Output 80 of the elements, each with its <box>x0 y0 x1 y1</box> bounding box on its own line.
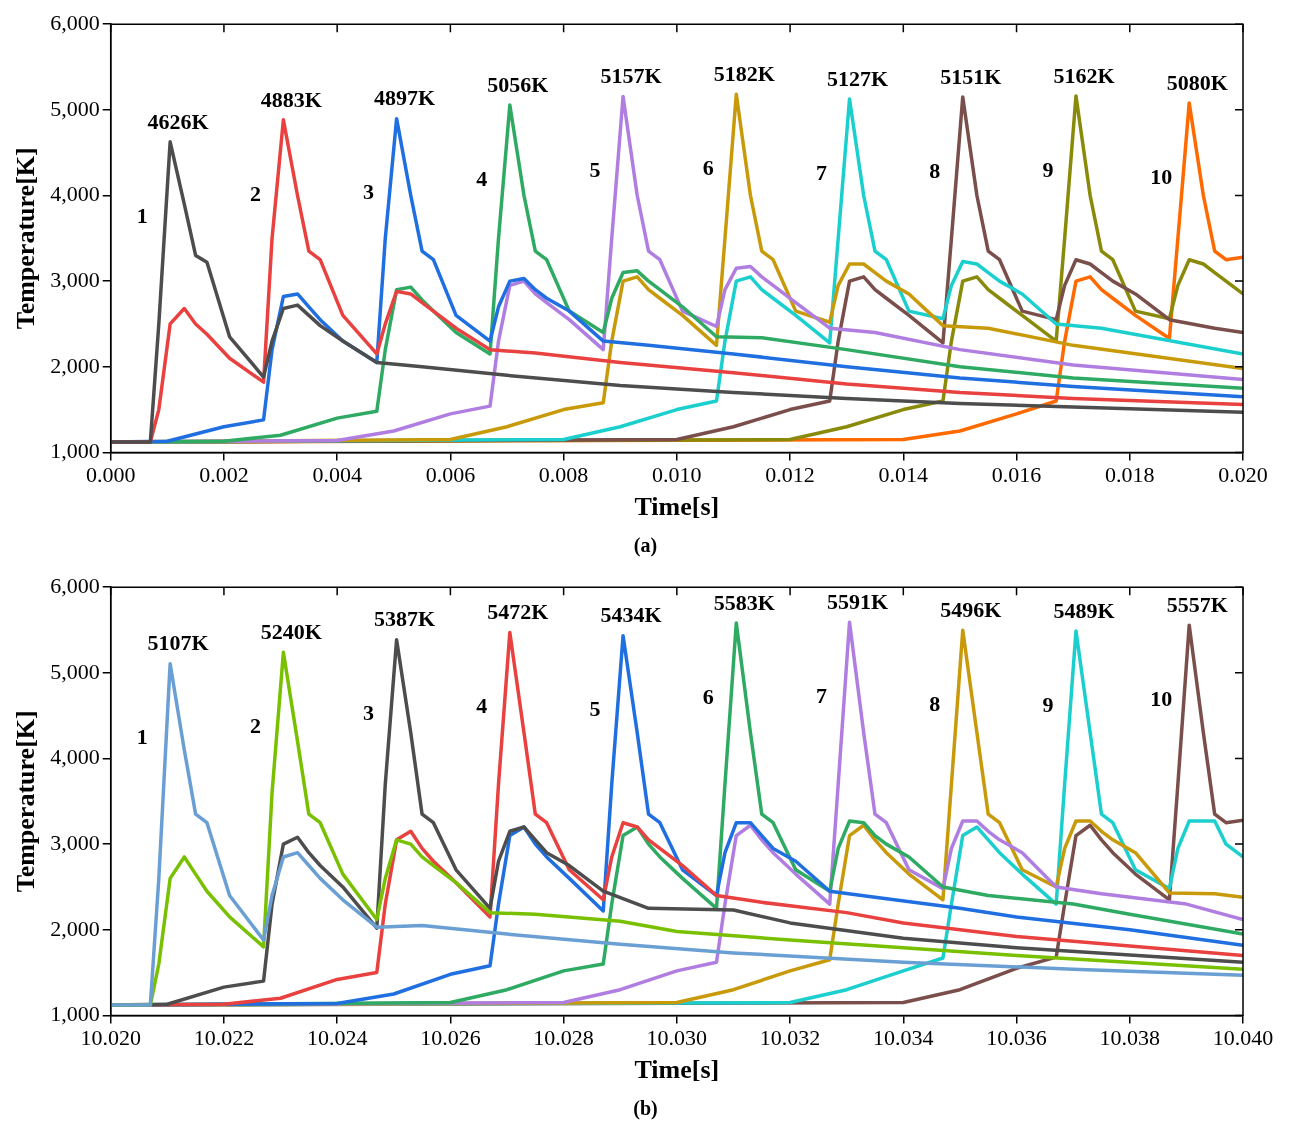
x-tick-label: 10.022 <box>193 1025 255 1051</box>
x-tick-label: 10.026 <box>420 1025 481 1051</box>
x-tick-label: 10.040 <box>1212 1025 1274 1051</box>
annotation: 5434K <box>600 602 662 628</box>
text: (a) <box>632 534 659 557</box>
annotation: 5583K <box>713 589 775 615</box>
series-label: 4 <box>476 693 488 719</box>
y-tick-label: 4,000 <box>50 181 100 207</box>
series-label: 8 <box>929 157 941 183</box>
annotation: 5557K <box>1166 591 1228 617</box>
x-tick-label: 0.002 <box>199 462 249 488</box>
series-label: 7 <box>816 159 828 185</box>
x-tick-label: 0.004 <box>312 462 362 488</box>
annotation: 5472K <box>487 599 549 625</box>
series-label: 5 <box>589 696 601 722</box>
y-tick-label: 1,000 <box>50 1001 100 1027</box>
annotation: 5591K <box>826 588 889 614</box>
x-tick-label: 0.006 <box>425 462 476 488</box>
annotation: 5496K <box>940 597 1002 623</box>
text: (b) <box>632 1097 659 1120</box>
x-tick-label: 10.034 <box>873 1025 934 1051</box>
series-label: 2 <box>249 712 261 738</box>
annotation: 5127K <box>826 65 889 91</box>
annotation: 5080K <box>1166 69 1228 95</box>
annotation: 5107K <box>147 630 209 656</box>
annotation: 4626K <box>147 108 209 134</box>
x-tick-label: 10.030 <box>646 1025 708 1051</box>
annotation: 5387K <box>374 606 436 632</box>
series-label: 4 <box>476 165 488 191</box>
series-label: 10 <box>1150 163 1173 189</box>
annotation: 5489K <box>1053 597 1115 623</box>
y-axis-title: Temperature[K] <box>11 147 41 330</box>
series-label: 1 <box>136 202 148 228</box>
x-tick-label: 10.020 <box>80 1025 141 1051</box>
y-tick-label: 3,000 <box>50 266 100 292</box>
y-tick-label: 5,000 <box>50 95 100 121</box>
x-tick-label: 10.036 <box>986 1025 1047 1051</box>
series-label: 8 <box>929 691 941 717</box>
annotation: 5056K <box>487 71 549 97</box>
x-tick-label: 0.016 <box>991 462 1042 488</box>
y-tick-label: 2,000 <box>50 352 100 378</box>
annotation: 4897K <box>374 85 436 111</box>
x-tick-label: 0.010 <box>652 462 702 488</box>
series-label: 9 <box>1042 691 1054 717</box>
series-label: 2 <box>249 180 261 206</box>
x-tick-label: 10.032 <box>759 1025 821 1051</box>
y-tick-label: 4,000 <box>50 744 100 770</box>
x-tick-label: 0.014 <box>878 462 929 488</box>
annotation: 4883K <box>260 86 322 112</box>
x-tick-label: 0.000 <box>85 462 136 488</box>
series-label: 6 <box>702 154 714 180</box>
series-label: 3 <box>363 179 375 205</box>
x-tick-label: 0.018 <box>1105 462 1155 488</box>
annotation: 5151K <box>940 63 1002 89</box>
y-tick-label: 1,000 <box>50 438 100 464</box>
x-tick-label: 10.028 <box>533 1025 594 1051</box>
y-tick-label: 6,000 <box>50 572 100 598</box>
x-axis-title: Time[s] <box>634 1055 720 1085</box>
y-tick-label: 3,000 <box>50 829 100 855</box>
y-axis-title: Temperature[K] <box>11 710 41 893</box>
x-tick-label: 10.038 <box>1099 1025 1161 1051</box>
annotation: 5157K <box>600 63 662 89</box>
series-label: 9 <box>1042 156 1054 182</box>
series-label: 5 <box>589 157 601 183</box>
x-tick-label: 10.024 <box>306 1025 368 1051</box>
x-tick-label: 0.020 <box>1218 462 1268 488</box>
series-label: 1 <box>136 724 148 750</box>
y-tick-label: 2,000 <box>50 915 100 941</box>
x-tick-label: 0.012 <box>765 462 815 488</box>
annotation: 5162K <box>1053 62 1115 88</box>
y-tick-label: 6,000 <box>50 9 100 35</box>
y-tick-label: 5,000 <box>50 658 100 684</box>
x-axis-title: Time[s] <box>634 492 720 522</box>
annotation: 5182K <box>713 60 775 86</box>
series-label: 3 <box>363 700 375 726</box>
series-label: 7 <box>816 682 828 708</box>
x-tick-label: 0.008 <box>538 462 589 488</box>
series-label: 6 <box>702 683 714 709</box>
series-label: 10 <box>1150 685 1173 711</box>
annotation: 5240K <box>260 618 322 644</box>
